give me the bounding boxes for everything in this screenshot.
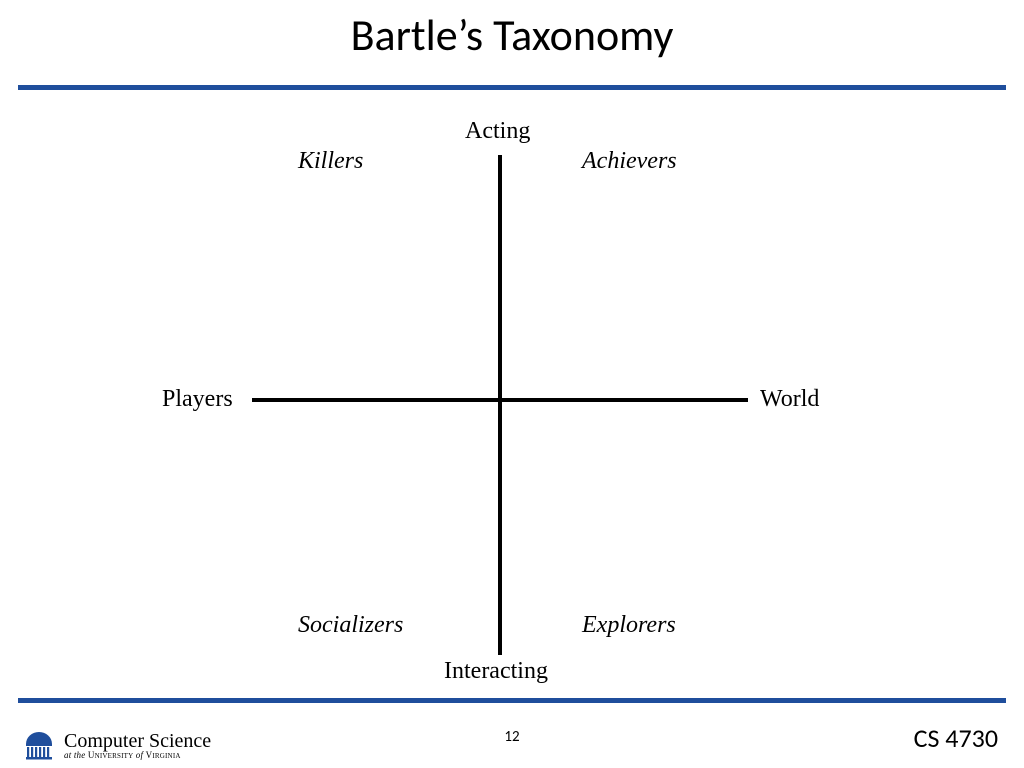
- bottom-rule: [18, 698, 1006, 703]
- univ-name: at the UNIVERSITY of VIRGINIA: [64, 751, 211, 760]
- top-rule: [18, 85, 1006, 90]
- axis-label-left: Players: [162, 386, 233, 413]
- course-code: CS 4730: [914, 722, 998, 754]
- rotunda-icon: [22, 732, 56, 760]
- footer: Computer Science at the UNIVERSITY of VI…: [0, 708, 1024, 768]
- vertical-axis: [498, 155, 502, 655]
- quadrant-top-left: Killers: [298, 148, 363, 175]
- dept-name: Computer Science: [64, 731, 211, 751]
- slide-title: Bartle’s Taxonomy: [0, 8, 1024, 62]
- quadrant-top-right: Achievers: [582, 148, 677, 175]
- quadrant-bottom-left: Socializers: [298, 612, 403, 639]
- quadrant-bottom-right: Explorers: [582, 612, 676, 639]
- dept-logo: Computer Science at the UNIVERSITY of VI…: [22, 731, 211, 760]
- page-number: 12: [504, 728, 519, 746]
- axis-label-bottom: Interacting: [444, 658, 548, 685]
- horizontal-axis: [252, 398, 748, 402]
- axis-label-right: World: [760, 386, 819, 413]
- axis-label-top: Acting: [465, 118, 530, 145]
